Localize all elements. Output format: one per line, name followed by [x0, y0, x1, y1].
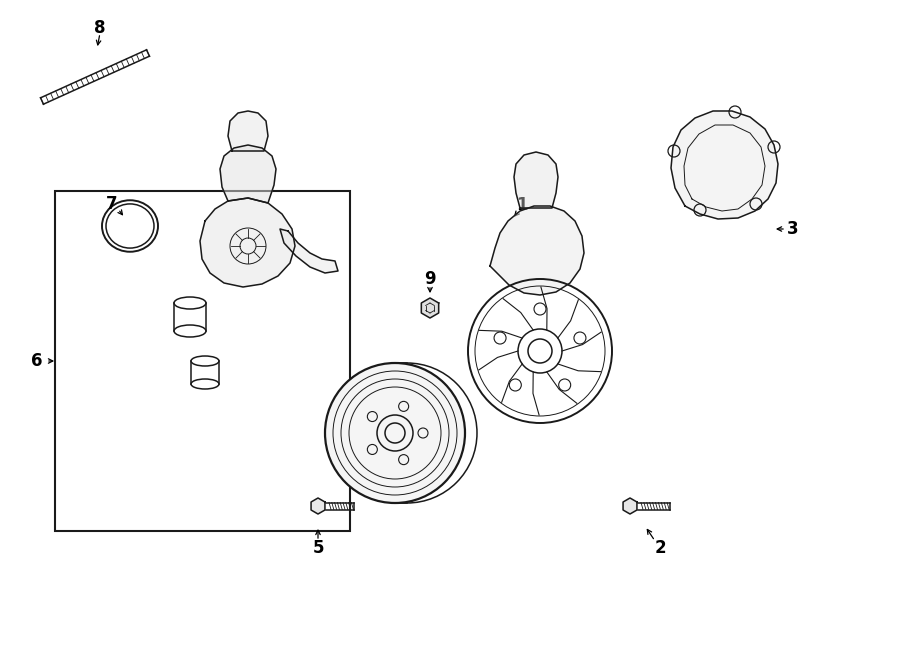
Bar	[55, 191, 350, 531]
Polygon shape	[311, 498, 325, 514]
Text: 8: 8	[94, 19, 106, 37]
Polygon shape	[228, 111, 268, 151]
Polygon shape	[280, 229, 338, 273]
Ellipse shape	[325, 363, 465, 503]
Polygon shape	[220, 145, 276, 203]
Text: 2: 2	[654, 539, 666, 557]
Polygon shape	[514, 152, 558, 208]
Polygon shape	[200, 198, 295, 287]
Text: 4: 4	[389, 477, 400, 495]
Text: 3: 3	[788, 220, 799, 238]
Polygon shape	[490, 206, 584, 295]
Text: 6: 6	[32, 352, 43, 370]
Text: 7: 7	[106, 195, 118, 213]
Text: 9: 9	[424, 270, 436, 288]
Polygon shape	[421, 298, 438, 318]
Text: 5: 5	[312, 539, 324, 557]
Polygon shape	[623, 498, 637, 514]
Text: 1: 1	[517, 196, 527, 214]
Polygon shape	[671, 111, 778, 219]
